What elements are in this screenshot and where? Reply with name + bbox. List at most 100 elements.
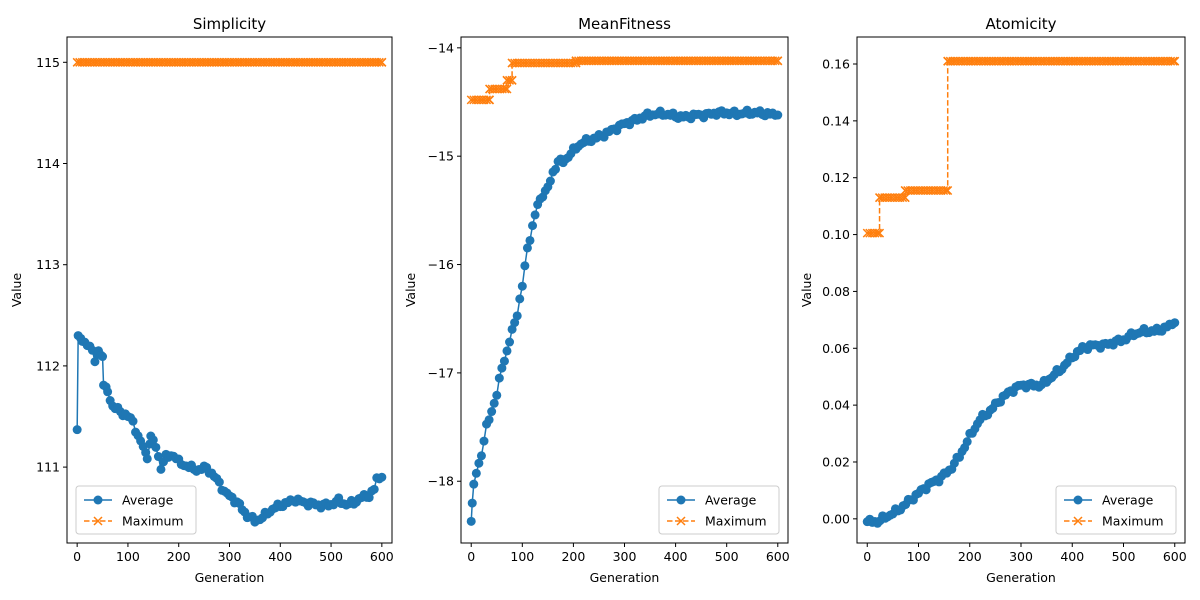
y-tick-label: 0.00 — [822, 511, 850, 526]
x-tick-label: 300 — [218, 549, 242, 564]
x-tick-label: 500 — [1112, 549, 1136, 564]
x-tick-label: 500 — [715, 549, 739, 564]
legend: Average Maximum — [658, 485, 780, 535]
data-point — [502, 84, 512, 94]
y-axis-label: Value — [799, 273, 814, 308]
y-tick-label: 113 — [36, 257, 60, 272]
x-tick-label: 0 — [73, 549, 81, 564]
legend-entry-maximum: Maximum — [667, 514, 767, 529]
subplot-simplicity: 0 100 200 300 400 500 600 111 112 113 114 115 Simpli… — [9, 15, 394, 585]
x-tick-label: 0 — [863, 549, 871, 564]
x-tick-label: 600 — [1163, 549, 1187, 564]
data-point — [485, 95, 495, 105]
data-point — [770, 56, 780, 66]
x-tick-label: 400 — [268, 549, 292, 564]
data-point — [151, 442, 161, 452]
data-point — [872, 228, 883, 238]
data-point — [502, 346, 512, 356]
data-point — [484, 415, 494, 425]
data-point — [148, 435, 158, 445]
data-point — [515, 294, 525, 304]
legend-label: Average — [705, 493, 757, 508]
data-point — [482, 95, 492, 105]
y-tick-label: 111 — [36, 460, 60, 475]
subplot-title: Simplicity — [193, 15, 266, 33]
data-point — [476, 451, 486, 461]
data-point — [1166, 56, 1176, 66]
x-tick-label: 300 — [613, 549, 637, 564]
data-point — [497, 363, 507, 373]
plot-area — [466, 56, 783, 526]
y-tick-label: −18 — [428, 474, 454, 489]
data-point — [467, 498, 477, 508]
legend-marker — [93, 495, 103, 505]
data-point — [479, 436, 489, 446]
data-point — [489, 398, 499, 408]
data-point — [469, 479, 479, 489]
data-point — [487, 407, 497, 417]
series-line-maximum — [471, 60, 778, 101]
legend-marker — [676, 516, 686, 526]
legend: Average Maximum — [1055, 485, 1177, 535]
x-tick-label: 100 — [116, 549, 140, 564]
data-point — [377, 472, 387, 482]
y-tick-label: 114 — [36, 156, 60, 171]
data-point — [377, 57, 387, 67]
data-point — [941, 185, 951, 196]
data-point — [90, 357, 100, 367]
x-tick-label: 200 — [167, 549, 191, 564]
legend-entry-maximum: Maximum — [84, 514, 184, 529]
subplot-meanfitness: 0 100 200 300 400 500 600 −18 −17 −16 −15 −14 MeanFi… — [403, 15, 790, 585]
data-point — [1170, 318, 1180, 328]
series-line-maximum — [867, 60, 1175, 234]
data-point — [128, 416, 138, 426]
legend-frame — [75, 485, 197, 535]
data-point — [512, 311, 522, 321]
x-axis-label: Generation — [195, 570, 265, 585]
data-point — [510, 318, 520, 328]
legend-frame — [658, 485, 780, 535]
y-tick-label: 0.16 — [822, 57, 850, 72]
x-tick-label: 100 — [907, 549, 931, 564]
x-tick-label: 200 — [958, 549, 982, 564]
y-tick-label: 112 — [36, 358, 60, 373]
data-point — [551, 164, 561, 174]
data-point — [499, 356, 509, 366]
series-average — [72, 331, 387, 527]
data-point — [214, 477, 224, 487]
x-tick-label: 0 — [467, 549, 475, 564]
data-point — [142, 454, 152, 464]
x-tick-label: 600 — [370, 549, 394, 564]
data-point — [156, 464, 166, 474]
data-point — [525, 235, 535, 245]
y-axis-label: Value — [9, 273, 24, 308]
legend-frame — [1055, 485, 1177, 535]
series-maximum — [466, 56, 783, 105]
subplot-title: MeanFitness — [578, 15, 671, 33]
data-point — [520, 261, 530, 271]
x-tick-label: 300 — [1009, 549, 1033, 564]
data-point — [1168, 56, 1178, 66]
data-point — [72, 425, 82, 435]
data-point — [517, 281, 527, 291]
series-maximum — [72, 57, 387, 67]
data-point — [500, 84, 510, 94]
axes-frame — [66, 36, 393, 544]
data-point — [492, 390, 502, 400]
y-tick-label: −16 — [428, 257, 454, 272]
legend-entry-average: Average — [1064, 493, 1154, 508]
x-tick-label: 400 — [664, 549, 688, 564]
subplot-title: Atomicity — [985, 15, 1056, 33]
data-point — [374, 57, 384, 67]
x-tick-label: 500 — [319, 549, 343, 564]
legend-marker — [676, 495, 686, 505]
legend-entry-maximum: Maximum — [1064, 514, 1164, 529]
y-tick-label: 0.04 — [822, 398, 850, 413]
y-tick-label: 0.08 — [822, 284, 850, 299]
data-point — [369, 484, 379, 494]
y-tick-label: −14 — [428, 40, 454, 55]
data-point — [528, 221, 538, 231]
series-maximum — [862, 56, 1180, 238]
data-point — [939, 185, 949, 196]
y-tick-label: −17 — [428, 365, 454, 380]
